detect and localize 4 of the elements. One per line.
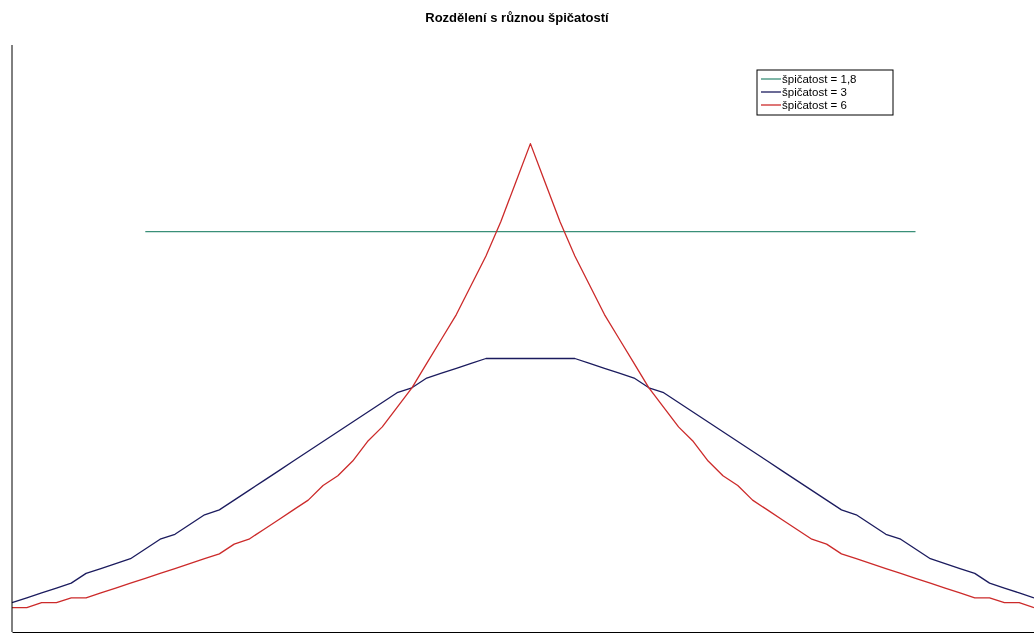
legend-label: špičatost = 1,8 bbox=[782, 73, 857, 85]
chart-title: Rozdělení s různou špičatostí bbox=[425, 10, 610, 25]
legend-label: špičatost = 3 bbox=[782, 86, 847, 98]
legend-label: špičatost = 6 bbox=[782, 99, 847, 111]
